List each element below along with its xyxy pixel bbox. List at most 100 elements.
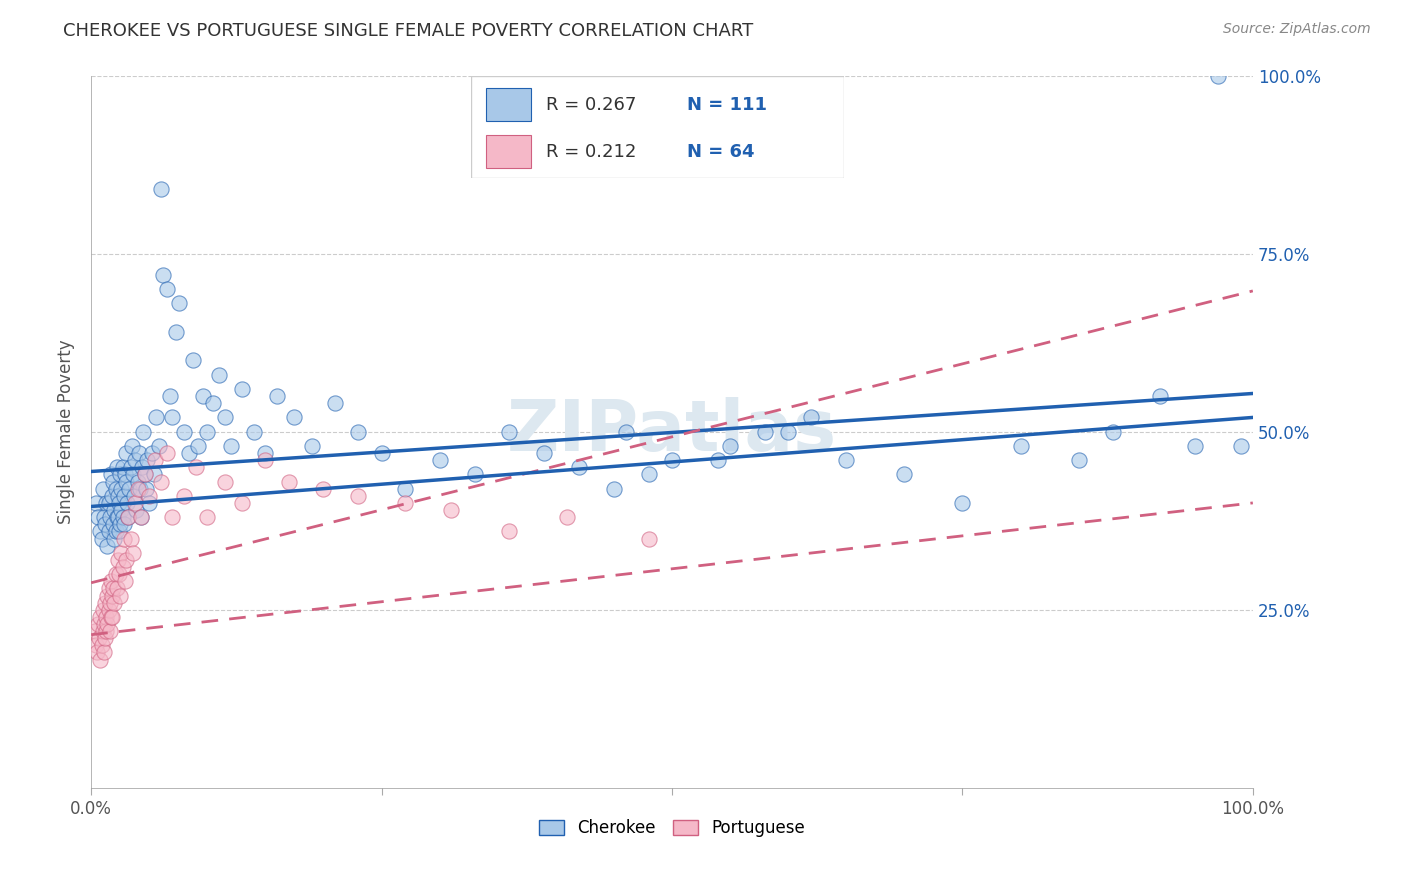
Point xyxy=(94,632,117,646)
Point xyxy=(114,574,136,589)
Point xyxy=(93,617,115,632)
Point xyxy=(1184,439,1206,453)
Point xyxy=(231,496,253,510)
Point xyxy=(101,610,124,624)
Point xyxy=(97,582,120,596)
Point xyxy=(498,524,520,539)
Point xyxy=(120,460,142,475)
Point xyxy=(122,467,145,482)
Point xyxy=(394,482,416,496)
Point xyxy=(108,517,131,532)
Point xyxy=(614,425,637,439)
Point xyxy=(893,467,915,482)
Point xyxy=(89,632,111,646)
Point xyxy=(347,489,370,503)
Point xyxy=(94,517,117,532)
Point xyxy=(91,624,114,639)
Point xyxy=(108,467,131,482)
Point xyxy=(125,503,148,517)
Point xyxy=(429,453,451,467)
Point xyxy=(115,496,138,510)
Point xyxy=(103,503,125,517)
Text: ZIPatlas: ZIPatlas xyxy=(508,397,837,467)
Point xyxy=(86,645,108,659)
Point xyxy=(89,652,111,666)
Point xyxy=(162,510,184,524)
Point xyxy=(112,517,135,532)
Point xyxy=(111,510,134,524)
Point xyxy=(145,410,167,425)
Point xyxy=(129,510,152,524)
Point xyxy=(111,560,134,574)
Point xyxy=(243,425,266,439)
Point xyxy=(101,489,124,503)
Point xyxy=(84,639,107,653)
Point xyxy=(165,325,187,339)
Point xyxy=(254,446,277,460)
Point xyxy=(122,489,145,503)
Point xyxy=(370,446,392,460)
Point xyxy=(98,510,121,524)
Point xyxy=(117,510,139,524)
Point xyxy=(208,368,231,382)
Point xyxy=(107,510,129,524)
Point xyxy=(94,596,117,610)
Point xyxy=(87,510,110,524)
Text: CHEROKEE VS PORTUGUESE SINGLE FEMALE POVERTY CORRELATION CHART: CHEROKEE VS PORTUGUESE SINGLE FEMALE POV… xyxy=(63,22,754,40)
Point xyxy=(142,467,165,482)
Point xyxy=(90,639,112,653)
Point xyxy=(1206,69,1229,83)
Point xyxy=(637,532,659,546)
Point xyxy=(111,460,134,475)
Point xyxy=(1102,425,1125,439)
Point xyxy=(90,532,112,546)
Point xyxy=(97,524,120,539)
Point xyxy=(103,517,125,532)
Point xyxy=(93,645,115,659)
Point xyxy=(121,439,143,453)
Point xyxy=(143,453,166,467)
Point xyxy=(97,603,120,617)
Point xyxy=(93,510,115,524)
Point xyxy=(141,446,163,460)
Point xyxy=(105,510,128,524)
Point xyxy=(105,582,128,596)
Point xyxy=(149,475,172,489)
Point xyxy=(184,460,207,475)
Point xyxy=(122,546,145,560)
Point xyxy=(156,446,179,460)
Point xyxy=(195,510,218,524)
Point xyxy=(120,532,142,546)
Point xyxy=(127,482,149,496)
Point xyxy=(135,482,157,496)
Point xyxy=(114,467,136,482)
Point xyxy=(112,489,135,503)
Point xyxy=(100,574,122,589)
Point xyxy=(134,467,156,482)
Point xyxy=(162,410,184,425)
Point xyxy=(89,524,111,539)
Point xyxy=(219,439,242,453)
Point xyxy=(283,410,305,425)
Point xyxy=(118,482,141,496)
Point xyxy=(149,182,172,196)
Point xyxy=(463,467,485,482)
Point xyxy=(1067,453,1090,467)
Point xyxy=(156,282,179,296)
Point xyxy=(568,460,591,475)
Point xyxy=(108,524,131,539)
Point xyxy=(191,389,214,403)
Point xyxy=(103,582,125,596)
Point xyxy=(110,482,132,496)
Point xyxy=(91,482,114,496)
Point xyxy=(214,410,236,425)
Point xyxy=(173,425,195,439)
Point xyxy=(661,453,683,467)
Point xyxy=(104,567,127,582)
Point xyxy=(124,453,146,467)
Point xyxy=(394,496,416,510)
Point xyxy=(107,553,129,567)
Point xyxy=(103,596,125,610)
Point xyxy=(254,453,277,467)
Point xyxy=(96,610,118,624)
